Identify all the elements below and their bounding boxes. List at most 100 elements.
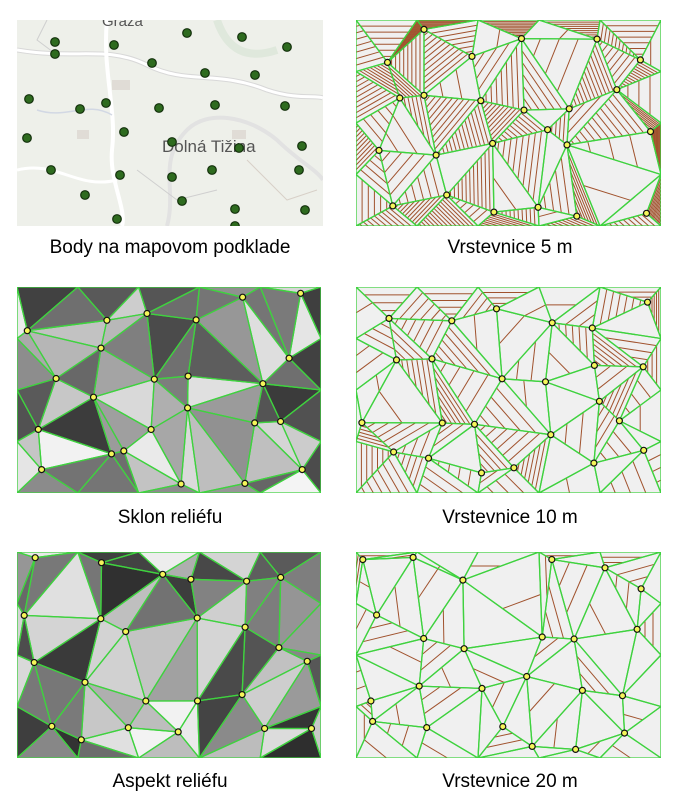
- contour-line: [423, 31, 429, 36]
- elevation-point: [448, 317, 456, 325]
- tin-triangle: [310, 706, 321, 758]
- tin-triangle: [17, 705, 53, 758]
- panel-aspect: [17, 552, 321, 758]
- tin-facet: [262, 358, 321, 390]
- contour-line: [621, 43, 625, 52]
- tin-facet: [302, 441, 321, 493]
- tin-triangle: [356, 70, 402, 124]
- tin-facet: [38, 429, 112, 470]
- elevation-point: [590, 459, 598, 467]
- tin-triangle: [356, 552, 364, 604]
- tin-facet: [17, 378, 57, 430]
- contour-line: [491, 428, 508, 444]
- tin-facet: [151, 407, 188, 484]
- contour-line: [414, 195, 442, 225]
- contour-line: [356, 130, 363, 138]
- contour-line: [597, 405, 605, 418]
- contour-line: [356, 81, 374, 93]
- contour-line: [639, 299, 642, 306]
- tin-facet: [289, 293, 321, 359]
- tin-facet: [106, 287, 148, 321]
- contour-line: [612, 93, 644, 134]
- elevation-point: [385, 314, 393, 322]
- elevation-point: [613, 86, 621, 94]
- contour-line: [630, 393, 641, 406]
- elevation-point: [601, 564, 609, 572]
- contour-line: [515, 46, 520, 109]
- contour-line: [651, 192, 661, 218]
- contour-line: [647, 453, 661, 462]
- elevation-point: [97, 615, 105, 623]
- contour-line: [612, 378, 630, 415]
- contour-line: [647, 178, 661, 215]
- tin-facet: [187, 407, 245, 493]
- contour-line: [558, 117, 562, 139]
- contour-line: [521, 209, 524, 222]
- map-point: [297, 141, 307, 151]
- tin-facet: [197, 581, 247, 628]
- contour-line: [397, 203, 404, 211]
- tin-triangle: [477, 20, 540, 40]
- tin-facet: [100, 313, 148, 349]
- contour-line: [421, 641, 438, 655]
- contour-line: [370, 114, 387, 134]
- contour-line: [531, 444, 541, 486]
- panel-points-map: Dolná Tižina Graza: [17, 20, 323, 226]
- contour-line: [565, 324, 567, 338]
- elevation-point: [150, 375, 158, 383]
- contour-line: [615, 293, 621, 318]
- contour-line: [433, 367, 471, 425]
- contour-line: [432, 98, 465, 138]
- contour-line: [465, 173, 467, 203]
- contour-line: [401, 359, 404, 369]
- contour-line: [366, 219, 375, 226]
- tin-facet: [123, 429, 182, 484]
- contour-line: [356, 46, 376, 53]
- elevation-point: [243, 577, 251, 585]
- contour-line: [362, 69, 398, 91]
- elevation-point: [510, 464, 518, 472]
- elevation-point: [239, 293, 247, 301]
- contour-line: [423, 687, 462, 715]
- contour-line: [590, 55, 607, 95]
- contour-line: [380, 63, 391, 71]
- map-point: [112, 214, 122, 224]
- contour-line: [366, 422, 376, 429]
- caption-points-map: Body na mapovom podklade: [49, 237, 291, 258]
- contour-line: [356, 557, 361, 587]
- contour-line: [465, 374, 489, 412]
- tin-facet: [246, 552, 281, 582]
- elevation-point: [420, 91, 428, 99]
- tin-facet: [34, 662, 86, 727]
- contour-line: [505, 61, 509, 107]
- tin-triangle: [623, 705, 661, 758]
- map-point: [207, 165, 217, 175]
- contour-line: [623, 80, 630, 85]
- contour-line: [382, 422, 416, 443]
- tin-triangle: [639, 20, 661, 73]
- contour-line: [404, 191, 409, 203]
- elevation-point: [277, 417, 285, 426]
- contour-line: [571, 325, 574, 345]
- tin-triangle: [649, 122, 661, 175]
- tin-facet: [100, 574, 163, 632]
- contour-line: [523, 97, 533, 111]
- contour-line: [425, 320, 444, 354]
- elevation-point: [147, 425, 155, 434]
- tin-facet: [181, 407, 200, 493]
- contour-line: [625, 78, 633, 84]
- contour-line: [512, 137, 518, 172]
- contour-line: [372, 328, 394, 340]
- map-point: [210, 100, 220, 110]
- contour-line: [594, 44, 614, 92]
- tin-triangle: [356, 705, 374, 758]
- elevation-point: [424, 454, 433, 462]
- contour-line: [533, 207, 536, 225]
- elevation-point: [396, 94, 404, 102]
- contour-line: [494, 732, 513, 738]
- elevation-point: [459, 576, 467, 584]
- contour-line: [612, 430, 632, 454]
- contour-line: [394, 21, 419, 56]
- contour-line: [653, 200, 661, 220]
- contour-line: [522, 86, 540, 110]
